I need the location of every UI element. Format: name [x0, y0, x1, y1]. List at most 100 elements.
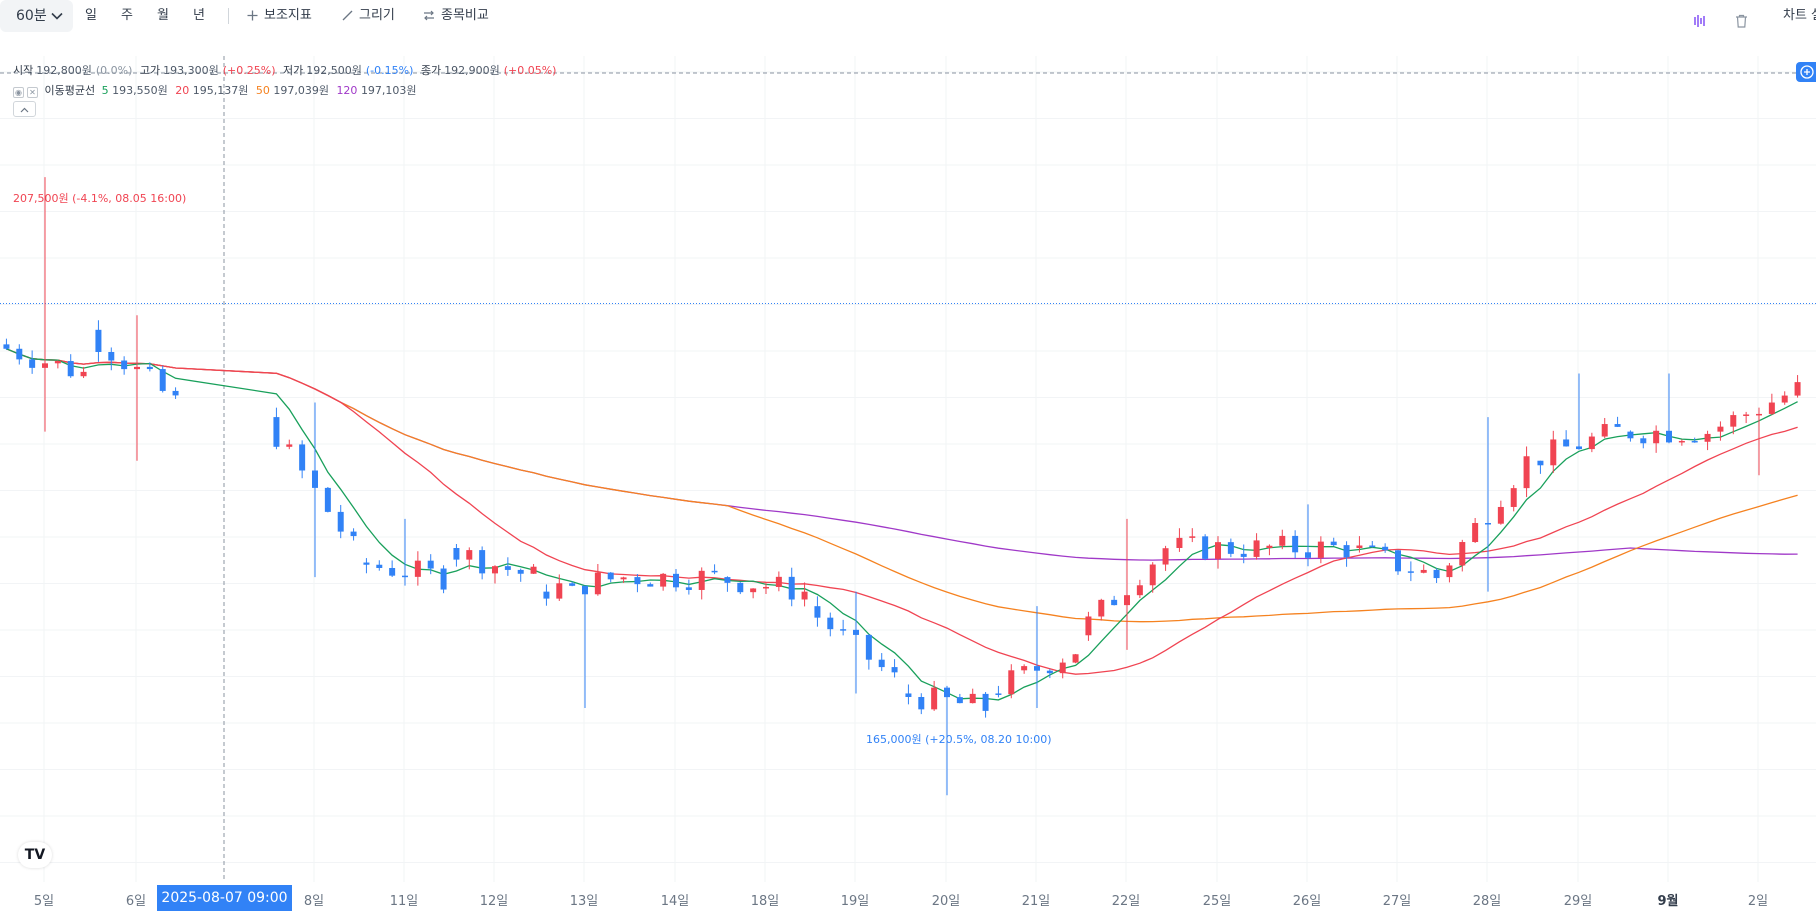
open-value: 192,800원: [36, 64, 92, 77]
candle-body: [1343, 545, 1350, 558]
candle-body: [1136, 585, 1143, 596]
ma120-period: 120: [336, 84, 358, 97]
close-label: 종가: [420, 64, 442, 77]
high-label: 고가: [139, 64, 161, 77]
x-axis-tick: 13일: [569, 894, 599, 909]
candle-body: [1433, 569, 1440, 579]
candle-body: [1472, 523, 1479, 543]
period-month-button[interactable]: 월: [157, 8, 169, 23]
indicators-button[interactable]: 보조지표: [247, 0, 312, 32]
candle-body: [660, 573, 667, 587]
close-icon[interactable]: ✕: [27, 87, 38, 98]
trash-icon[interactable]: [1735, 9, 1748, 28]
x-axis-tick: 25일: [1202, 894, 1232, 909]
candle-body: [440, 568, 447, 590]
candle-body: [95, 329, 102, 352]
crosshair-date-label: 2025-08-07 09:00: [157, 885, 292, 911]
candle-body: [1189, 536, 1196, 538]
candle-body: [1382, 546, 1389, 551]
draw-label: 그리기: [359, 8, 395, 23]
candle-body: [891, 667, 898, 673]
draw-button[interactable]: 그리기: [342, 0, 395, 32]
time-axis[interactable]: 5일 6일 8일 11일 12일 13일 14일 18일 19일 20일 21일 22일 25일 26일 2…: [0, 882, 1816, 912]
add-compare-button[interactable]: [1796, 62, 1816, 82]
candle-body: [3, 344, 10, 349]
candlestick-chart-svg: [0, 56, 1816, 882]
ma50-line: [6, 348, 1798, 623]
candle-body: [67, 361, 74, 377]
plus-circle-icon: [1800, 65, 1814, 79]
chart-type-icon[interactable]: [1693, 9, 1707, 27]
ma5-period: 5: [101, 84, 109, 97]
candle-body: [1666, 430, 1672, 443]
candle-body: [1627, 431, 1634, 439]
candle-body: [134, 366, 140, 370]
ma5-line: [6, 348, 1798, 701]
candle-body: [543, 591, 550, 599]
ma120-value: 197,103원: [360, 84, 417, 97]
candle-body: [1266, 545, 1273, 548]
candle-body: [299, 444, 306, 471]
candle-body: [286, 444, 293, 447]
candle-body: [1356, 545, 1363, 548]
chevron-down-icon: [51, 12, 63, 20]
candle-body: [634, 577, 641, 585]
candle-body: [1653, 430, 1660, 444]
candle-body: [918, 696, 925, 710]
candle-body: [1149, 564, 1156, 586]
x-axis-tick: 14일: [660, 894, 690, 909]
candle-body: [1485, 523, 1491, 525]
candle-body: [1008, 670, 1015, 695]
candle-body: [273, 417, 280, 447]
candle-body: [1046, 670, 1053, 674]
candle-body: [337, 511, 344, 532]
candle-body: [492, 566, 498, 574]
swap-arrows-icon: [424, 10, 434, 21]
candle-body: [1240, 553, 1247, 557]
candle-body: [995, 693, 1002, 695]
legend-collapse-button[interactable]: [13, 101, 36, 117]
candle-body: [1691, 440, 1698, 443]
ma20-value: 195,137원: [192, 84, 249, 97]
candle-body: [1459, 542, 1466, 566]
low-change: (-0.15%): [365, 64, 414, 77]
candle-body: [530, 566, 537, 574]
price-chart[interactable]: [0, 56, 1816, 924]
visibility-eye-icon[interactable]: ◉: [13, 87, 24, 98]
candle-body: [1317, 541, 1324, 558]
x-axis-tick: 8일: [303, 894, 325, 909]
candle-body: [814, 606, 821, 618]
chart-settings-button[interactable]: 차트 설: [1783, 8, 1816, 23]
compare-button[interactable]: 종목비교: [423, 0, 489, 32]
period-day-button[interactable]: 일: [85, 8, 97, 23]
chevron-up-icon: [20, 107, 29, 113]
period-week-button[interactable]: 주: [121, 8, 133, 23]
plus-icon: [247, 10, 258, 21]
candle-body: [1162, 548, 1169, 565]
candle-body: [647, 584, 654, 587]
ohlc-legend: 시작 192,800원 (0.0%) 고가 193,300원 (+0.25%) 저가 19…: [13, 62, 560, 78]
period-low-label: 165,000원 (+20.5%, 08.20 10:00): [866, 733, 1052, 746]
candle-body: [504, 566, 511, 570]
x-axis-tick: 20일: [931, 894, 961, 909]
candle-body: [827, 617, 834, 630]
candle-body: [1510, 488, 1517, 507]
interval-select-value: 60분: [16, 8, 47, 24]
ma50-period: 50: [255, 84, 270, 97]
chart-toolbar: 60분 일 주 월 년 보조지표 그리기 종목비교 차트 설: [0, 0, 1816, 32]
high-value: 193,300원: [163, 64, 219, 77]
period-year-button[interactable]: 년: [193, 8, 205, 23]
candle-body: [1176, 537, 1183, 548]
candle-body: [414, 560, 421, 577]
x-axis-tick: 26일: [1292, 894, 1322, 909]
x-axis-tick: 18일: [750, 894, 780, 909]
candle-body: [1021, 666, 1028, 671]
x-axis-tick: 19일: [840, 894, 870, 909]
candle-body: [108, 351, 115, 361]
candle-body: [1678, 440, 1685, 443]
candle-body: [1640, 438, 1647, 444]
candle-body: [1305, 552, 1311, 558]
interval-select[interactable]: 60분: [0, 0, 73, 32]
open-change: (0.0%): [95, 64, 133, 77]
x-axis-tick: 6일: [125, 894, 147, 909]
